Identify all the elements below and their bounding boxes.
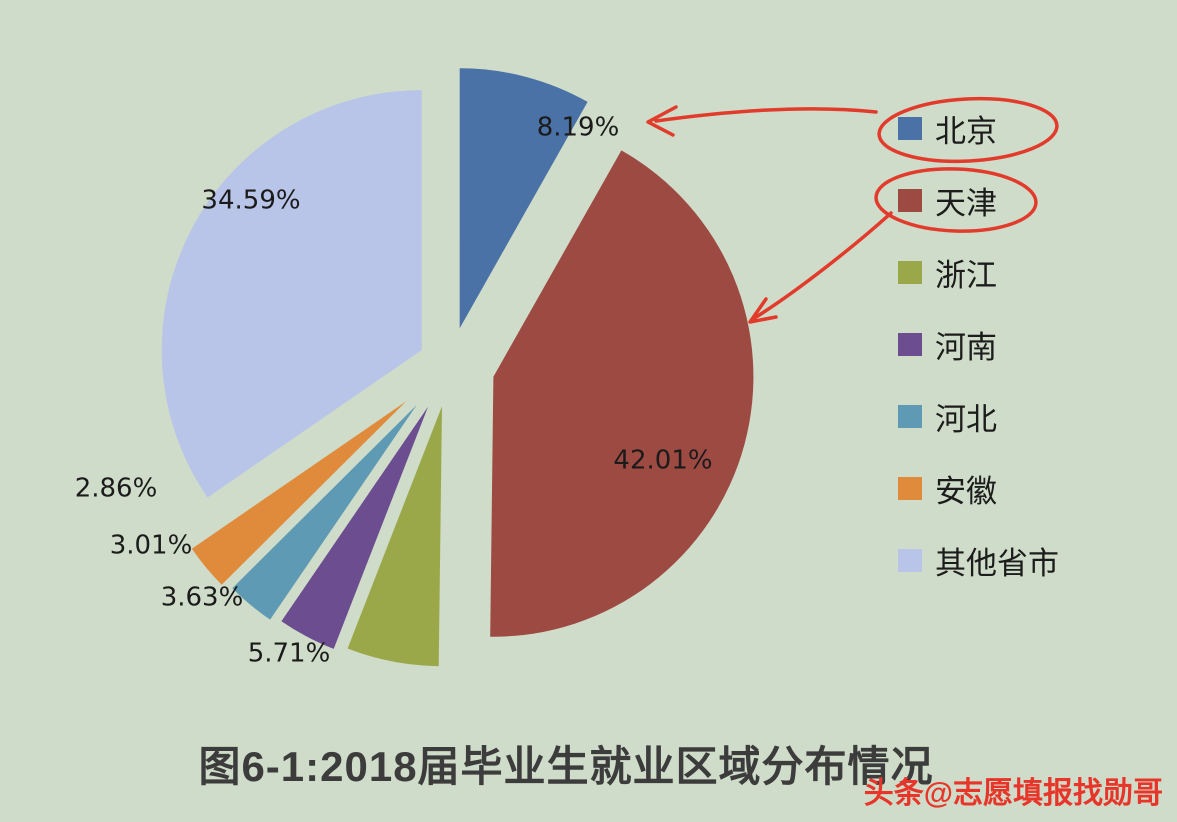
pct-label-北京: 8.19% [537, 113, 620, 143]
legend-swatch-河南 [898, 332, 922, 356]
watermark: 头条@志愿填报找勋哥 [863, 777, 1163, 810]
legend-label-其他省市: 其他省市 [935, 545, 1059, 581]
legend-swatch-浙江 [898, 260, 922, 284]
pie-slice-其他省市 [161, 90, 422, 498]
legend-item-天津: 天津 [898, 182, 1059, 221]
pie-slice-北京 [459, 68, 588, 329]
legend: 北京天津浙江河南河北安徽其他省市 [898, 110, 1059, 581]
pct-label-其他省市: 34.59% [201, 186, 300, 216]
pct-label-安徽: 2.86% [75, 474, 158, 504]
legend-swatch-北京 [898, 116, 922, 140]
pie-slice-安徽 [191, 401, 407, 585]
legend-swatch-安徽 [898, 476, 922, 500]
pie-slice-天津 [490, 150, 754, 637]
pct-label-河北: 3.01% [110, 531, 193, 561]
legend-label-河南: 河南 [935, 329, 997, 365]
legend-label-天津: 天津 [935, 185, 997, 221]
legend-item-河北: 河北 [898, 398, 1059, 437]
pct-label-天津: 42.01% [613, 446, 712, 476]
legend-item-河南: 河南 [898, 326, 1059, 365]
legend-swatch-其他省市 [898, 548, 922, 572]
pie-slice-河北 [232, 405, 417, 620]
legend-label-北京: 北京 [935, 113, 997, 149]
legend-item-其他省市: 其他省市 [898, 542, 1059, 581]
legend-label-安徽: 安徽 [935, 473, 997, 509]
pct-label-河南: 3.63% [161, 583, 244, 613]
legend-swatch-河北 [898, 404, 922, 428]
legend-item-浙江: 浙江 [898, 254, 1059, 293]
legend-swatch-天津 [898, 188, 922, 212]
pie-slice-河南 [281, 406, 429, 649]
pct-label-浙江: 5.71% [248, 639, 331, 669]
legend-item-安徽: 安徽 [898, 470, 1059, 509]
legend-item-北京: 北京 [898, 110, 1059, 149]
pie-slice-浙江 [347, 406, 442, 667]
legend-label-浙江: 浙江 [935, 257, 997, 293]
chart-title: 图6-1:2018届毕业生就业区域分布情况 [198, 743, 934, 790]
legend-label-河北: 河北 [935, 401, 997, 437]
